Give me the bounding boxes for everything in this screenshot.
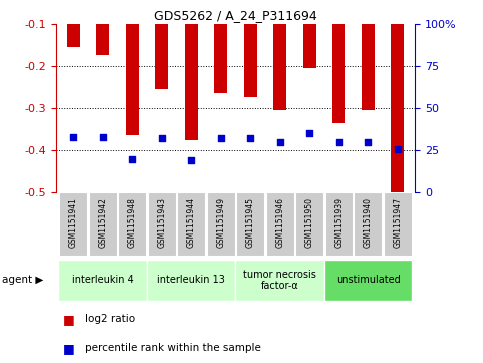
Bar — [332, 24, 345, 123]
Bar — [118, 192, 146, 256]
Point — [128, 156, 136, 162]
Text: unstimulated: unstimulated — [336, 276, 400, 285]
Bar — [207, 192, 235, 256]
Text: GSM1151940: GSM1151940 — [364, 197, 373, 248]
Text: GSM1151939: GSM1151939 — [334, 197, 343, 248]
Point — [246, 135, 254, 141]
Point — [217, 135, 225, 141]
Text: GSM1151942: GSM1151942 — [98, 197, 107, 248]
Title: GDS5262 / A_24_P311694: GDS5262 / A_24_P311694 — [154, 9, 317, 23]
Text: interleukin 4: interleukin 4 — [72, 276, 134, 285]
Bar — [96, 24, 109, 55]
Text: log2 ratio: log2 ratio — [85, 314, 135, 325]
Text: GSM1151945: GSM1151945 — [246, 197, 255, 248]
Text: GSM1151947: GSM1151947 — [393, 197, 402, 248]
Bar — [126, 24, 139, 135]
Bar — [59, 192, 87, 256]
Bar — [185, 24, 198, 140]
Point — [394, 146, 401, 151]
Bar — [362, 24, 375, 110]
Point — [158, 135, 166, 141]
Bar — [67, 24, 80, 47]
Bar — [295, 192, 323, 256]
Bar — [148, 192, 176, 256]
Bar — [391, 24, 404, 199]
Text: agent ▶: agent ▶ — [2, 276, 44, 285]
Point — [335, 139, 342, 144]
Text: ■: ■ — [63, 342, 74, 355]
Bar — [88, 192, 117, 256]
Text: GSM1151950: GSM1151950 — [305, 197, 313, 248]
Bar — [236, 260, 324, 301]
Bar — [266, 192, 294, 256]
Point — [187, 158, 195, 163]
Text: GSM1151944: GSM1151944 — [187, 197, 196, 248]
Bar — [324, 260, 412, 301]
Point — [276, 139, 284, 144]
Text: GSM1151943: GSM1151943 — [157, 197, 166, 248]
Bar — [325, 192, 353, 256]
Bar — [236, 192, 264, 256]
Bar — [58, 260, 147, 301]
Text: GSM1151949: GSM1151949 — [216, 197, 225, 248]
Bar — [155, 24, 169, 89]
Point — [70, 134, 77, 140]
Text: interleukin 13: interleukin 13 — [157, 276, 225, 285]
Bar — [147, 260, 236, 301]
Point — [99, 134, 107, 140]
Text: GSM1151946: GSM1151946 — [275, 197, 284, 248]
Point — [305, 130, 313, 136]
Text: GSM1151948: GSM1151948 — [128, 197, 137, 248]
Bar — [384, 192, 412, 256]
Text: tumor necrosis
factor-α: tumor necrosis factor-α — [243, 270, 316, 291]
Point — [364, 139, 372, 144]
Bar — [214, 24, 227, 93]
Text: GSM1151941: GSM1151941 — [69, 197, 78, 248]
Text: percentile rank within the sample: percentile rank within the sample — [85, 343, 260, 354]
Text: ■: ■ — [63, 313, 74, 326]
Bar — [177, 192, 205, 256]
Bar — [302, 24, 316, 68]
Bar — [354, 192, 383, 256]
Bar — [243, 24, 257, 97]
Bar — [273, 24, 286, 110]
